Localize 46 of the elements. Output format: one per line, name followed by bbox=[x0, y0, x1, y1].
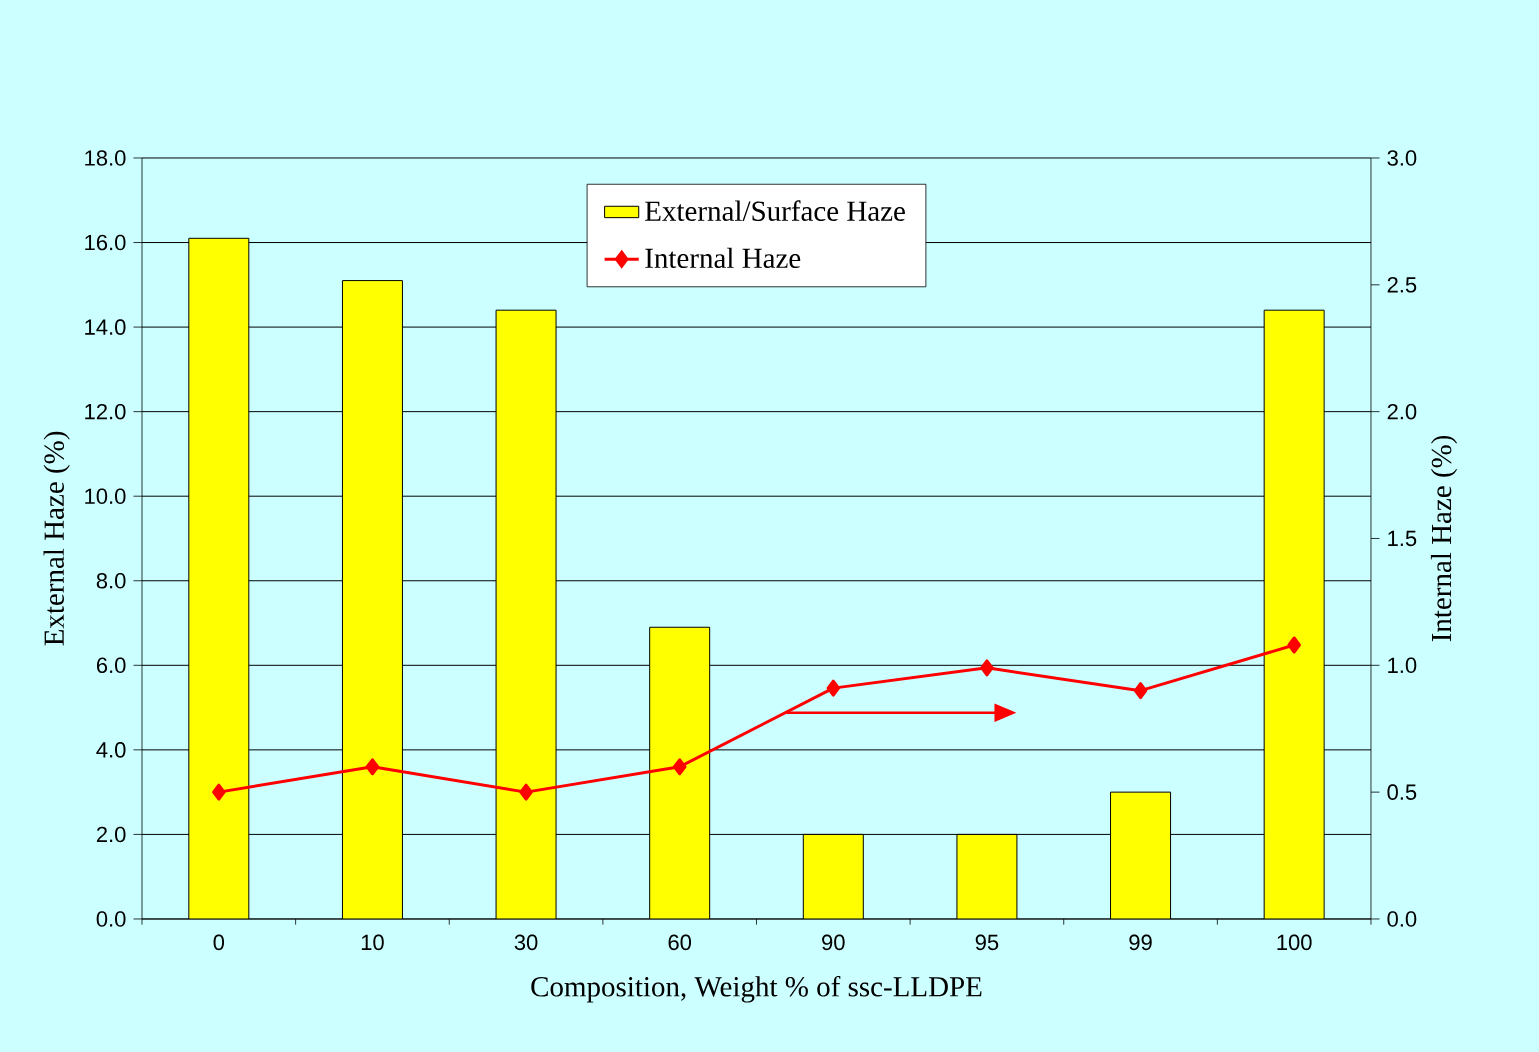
bar bbox=[649, 626, 711, 919]
y-tick-label: 2.0 bbox=[96, 826, 126, 843]
point bbox=[826, 679, 841, 697]
y-tick-label: 4.0 bbox=[96, 742, 126, 758]
y2-tick-label: 0.5 bbox=[1387, 784, 1417, 800]
bar bbox=[956, 833, 1018, 919]
y2-tick-label: 2.0 bbox=[1387, 403, 1417, 420]
y-axis-title: External Haze (%) bbox=[43, 431, 70, 646]
y-tick-label: 16.0 bbox=[85, 234, 126, 251]
bar bbox=[802, 833, 864, 919]
y2-tick-label: 0.0 bbox=[1387, 911, 1417, 927]
legend-label: External/Surface Haze bbox=[645, 200, 905, 221]
point bbox=[1133, 682, 1148, 700]
x-tick-label: 90 bbox=[822, 934, 845, 951]
y-tick-label: 18.0 bbox=[85, 150, 126, 166]
point bbox=[519, 783, 533, 801]
point bbox=[1287, 636, 1301, 654]
point bbox=[365, 758, 380, 776]
y-tick-label: 14.0 bbox=[85, 319, 126, 335]
y2-axis-title: Internal Haze (%) bbox=[1430, 435, 1458, 642]
y2-tick-label: 2.5 bbox=[1387, 277, 1417, 293]
legend-label: Internal Haze bbox=[645, 247, 801, 269]
x-tick-label: 100 bbox=[1277, 934, 1312, 951]
y-tick-label: 6.0 bbox=[96, 657, 126, 674]
point bbox=[672, 758, 687, 776]
bar bbox=[341, 280, 403, 919]
bar bbox=[188, 237, 250, 919]
y2-tick-label: 3.0 bbox=[1387, 150, 1417, 166]
y2-tick-label: 1.5 bbox=[1388, 530, 1417, 547]
y2-tick-label: 1.0 bbox=[1388, 657, 1417, 674]
bar bbox=[495, 309, 557, 919]
bar bbox=[1110, 791, 1172, 919]
y-tick-label: 8.0 bbox=[96, 573, 126, 589]
x-tick-label: 60 bbox=[668, 934, 692, 951]
x-axis-title: Composition, Weight % of ssc-LLDPE bbox=[531, 975, 982, 1003]
x-tick-label: 99 bbox=[1129, 934, 1152, 951]
x-tick-label: 95 bbox=[975, 934, 999, 951]
point bbox=[212, 783, 226, 801]
bar bbox=[1263, 309, 1325, 919]
y-tick-label: 10.0 bbox=[85, 488, 126, 505]
x-tick-label: 30 bbox=[514, 934, 538, 951]
x-tick-label: 10 bbox=[361, 934, 384, 951]
y-tick-label: 0.0 bbox=[96, 911, 126, 927]
y-tick-label: 12.0 bbox=[85, 403, 126, 420]
point bbox=[980, 659, 994, 677]
x-tick-label: 0 bbox=[213, 934, 225, 951]
